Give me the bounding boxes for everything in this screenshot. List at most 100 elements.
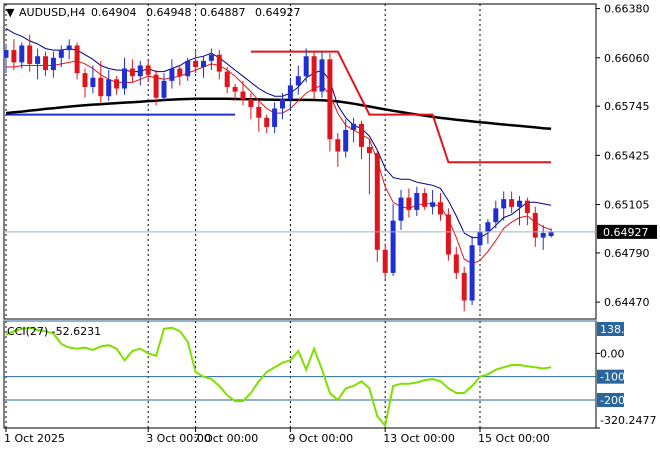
time-tick-label: 7 Oct 00:00 [194,432,259,445]
candle-body [374,153,380,250]
candle-body [319,59,325,92]
cci-level-lines [4,320,596,401]
candle-body [232,86,238,92]
candle-body [287,85,293,100]
candle-body [438,202,443,215]
candle-body [185,60,191,77]
candle-body [201,60,206,67]
cci-tick-label: 138.803 [600,323,646,336]
candle-body [27,45,33,64]
candle-body [501,199,507,209]
cci-series [5,326,552,428]
candle-body [19,45,25,63]
current-price-label: 0.64927 [603,226,649,239]
ma-long-series [5,97,552,131]
candle-body [366,146,372,154]
candle-body [35,56,41,64]
cci-tick-label: -200 [600,394,625,407]
cci-level-tag [597,369,624,384]
candle-body [145,65,151,75]
open-value: 0.64904 [91,6,137,19]
time-tick-label: 1 Oct 2025 [4,432,65,445]
candle-body [509,199,515,207]
candle-body [11,50,17,63]
candle-body [137,65,143,77]
cci-pane: 138.803 0.00 -100 -200 -320.2477 CCI(27) -52… [3,320,656,429]
cci-axis: 138.803 0.00 -100 -200 -320.2477 [596,322,656,429]
time-tick-label: 9 Oct 00:00 [288,432,353,445]
price-tick-label: 0.65745 [604,100,650,113]
price-axis: 0.66380 0.66060 0.65745 0.65425 0.65105 0.647… [596,3,650,309]
candle-body [58,50,64,58]
time-tick-label: 15 Oct 00:00 [478,432,550,445]
price-tick-label: 0.65425 [604,149,650,162]
candle-body [177,68,183,77]
candle-body [327,59,333,140]
candle-body [256,106,262,118]
candles [3,34,554,312]
price-tick-label: 0.64470 [604,296,650,309]
ma-slow-series [6,60,552,265]
candle-body [3,50,9,58]
candle-body [193,60,199,67]
candle-body [224,71,230,87]
header-arrow-icon: ▼ [6,6,15,19]
candle-body [169,68,175,81]
price-tick-label: 0.64790 [604,247,650,260]
price-tick-label: 0.65105 [604,199,650,212]
high-value: 0.64948 [146,6,192,19]
symbol-label: AUDUSD,H4 [19,6,85,19]
price-pane-frame [3,3,597,320]
candle-body [422,193,428,207]
candle-body [398,197,404,221]
candle-body [90,77,96,87]
candle-body [548,231,554,237]
cci-tick-label: 0.00 [600,347,625,360]
close-value: 0.64927 [255,6,301,19]
candle-body [50,57,56,71]
candle-body [406,197,412,210]
candle-body [129,68,135,77]
candle-body [430,202,436,207]
candle-body [532,212,538,238]
candle-body [493,208,499,223]
time-axis: 1 Oct 2025 3 Oct 00:007 Oct 00:00 9 Oct 00… [4,428,550,445]
candle-body [351,123,357,130]
candle-body [382,249,388,273]
candle-body [359,123,364,147]
candle-body [114,79,120,89]
cci-tick-label: -320.2477 [600,414,656,427]
price-tick-label: 0.66060 [604,52,650,65]
candle-body [240,91,246,100]
cci-level-tag [597,322,624,336]
candle-body [414,193,420,210]
candle-body [524,200,530,213]
candle-body [335,139,341,152]
candle-body [43,56,48,71]
step-line-path [250,50,552,164]
candle-body [311,56,317,92]
candle-body [216,54,222,72]
current-price-tag: 0.64927 [4,224,657,239]
candle-body [74,45,80,74]
ma-fast-series [5,28,552,239]
candle-body [343,130,349,152]
time-tick-label: 13 Oct 00:00 [383,432,455,445]
low-value: 0.64887 [200,6,246,19]
candle-body [264,117,270,127]
candle-body [153,74,159,98]
candle-body [208,54,214,61]
price-pane: 0.66380 0.66060 0.65745 0.65425 0.65105 0.647… [3,3,657,320]
candle-body [469,245,475,301]
cci-level-tag [597,392,624,407]
price-tick-label: 0.66380 [604,3,650,16]
cci-tick-label: -100 [600,371,625,384]
candle-body [295,76,301,86]
candle-body [485,222,491,232]
cci-label: CCI(27) -52.6231 [7,325,101,338]
candle-body [248,99,254,107]
candle-body [453,254,459,273]
candle-body [280,99,285,109]
candle-body [445,214,451,255]
